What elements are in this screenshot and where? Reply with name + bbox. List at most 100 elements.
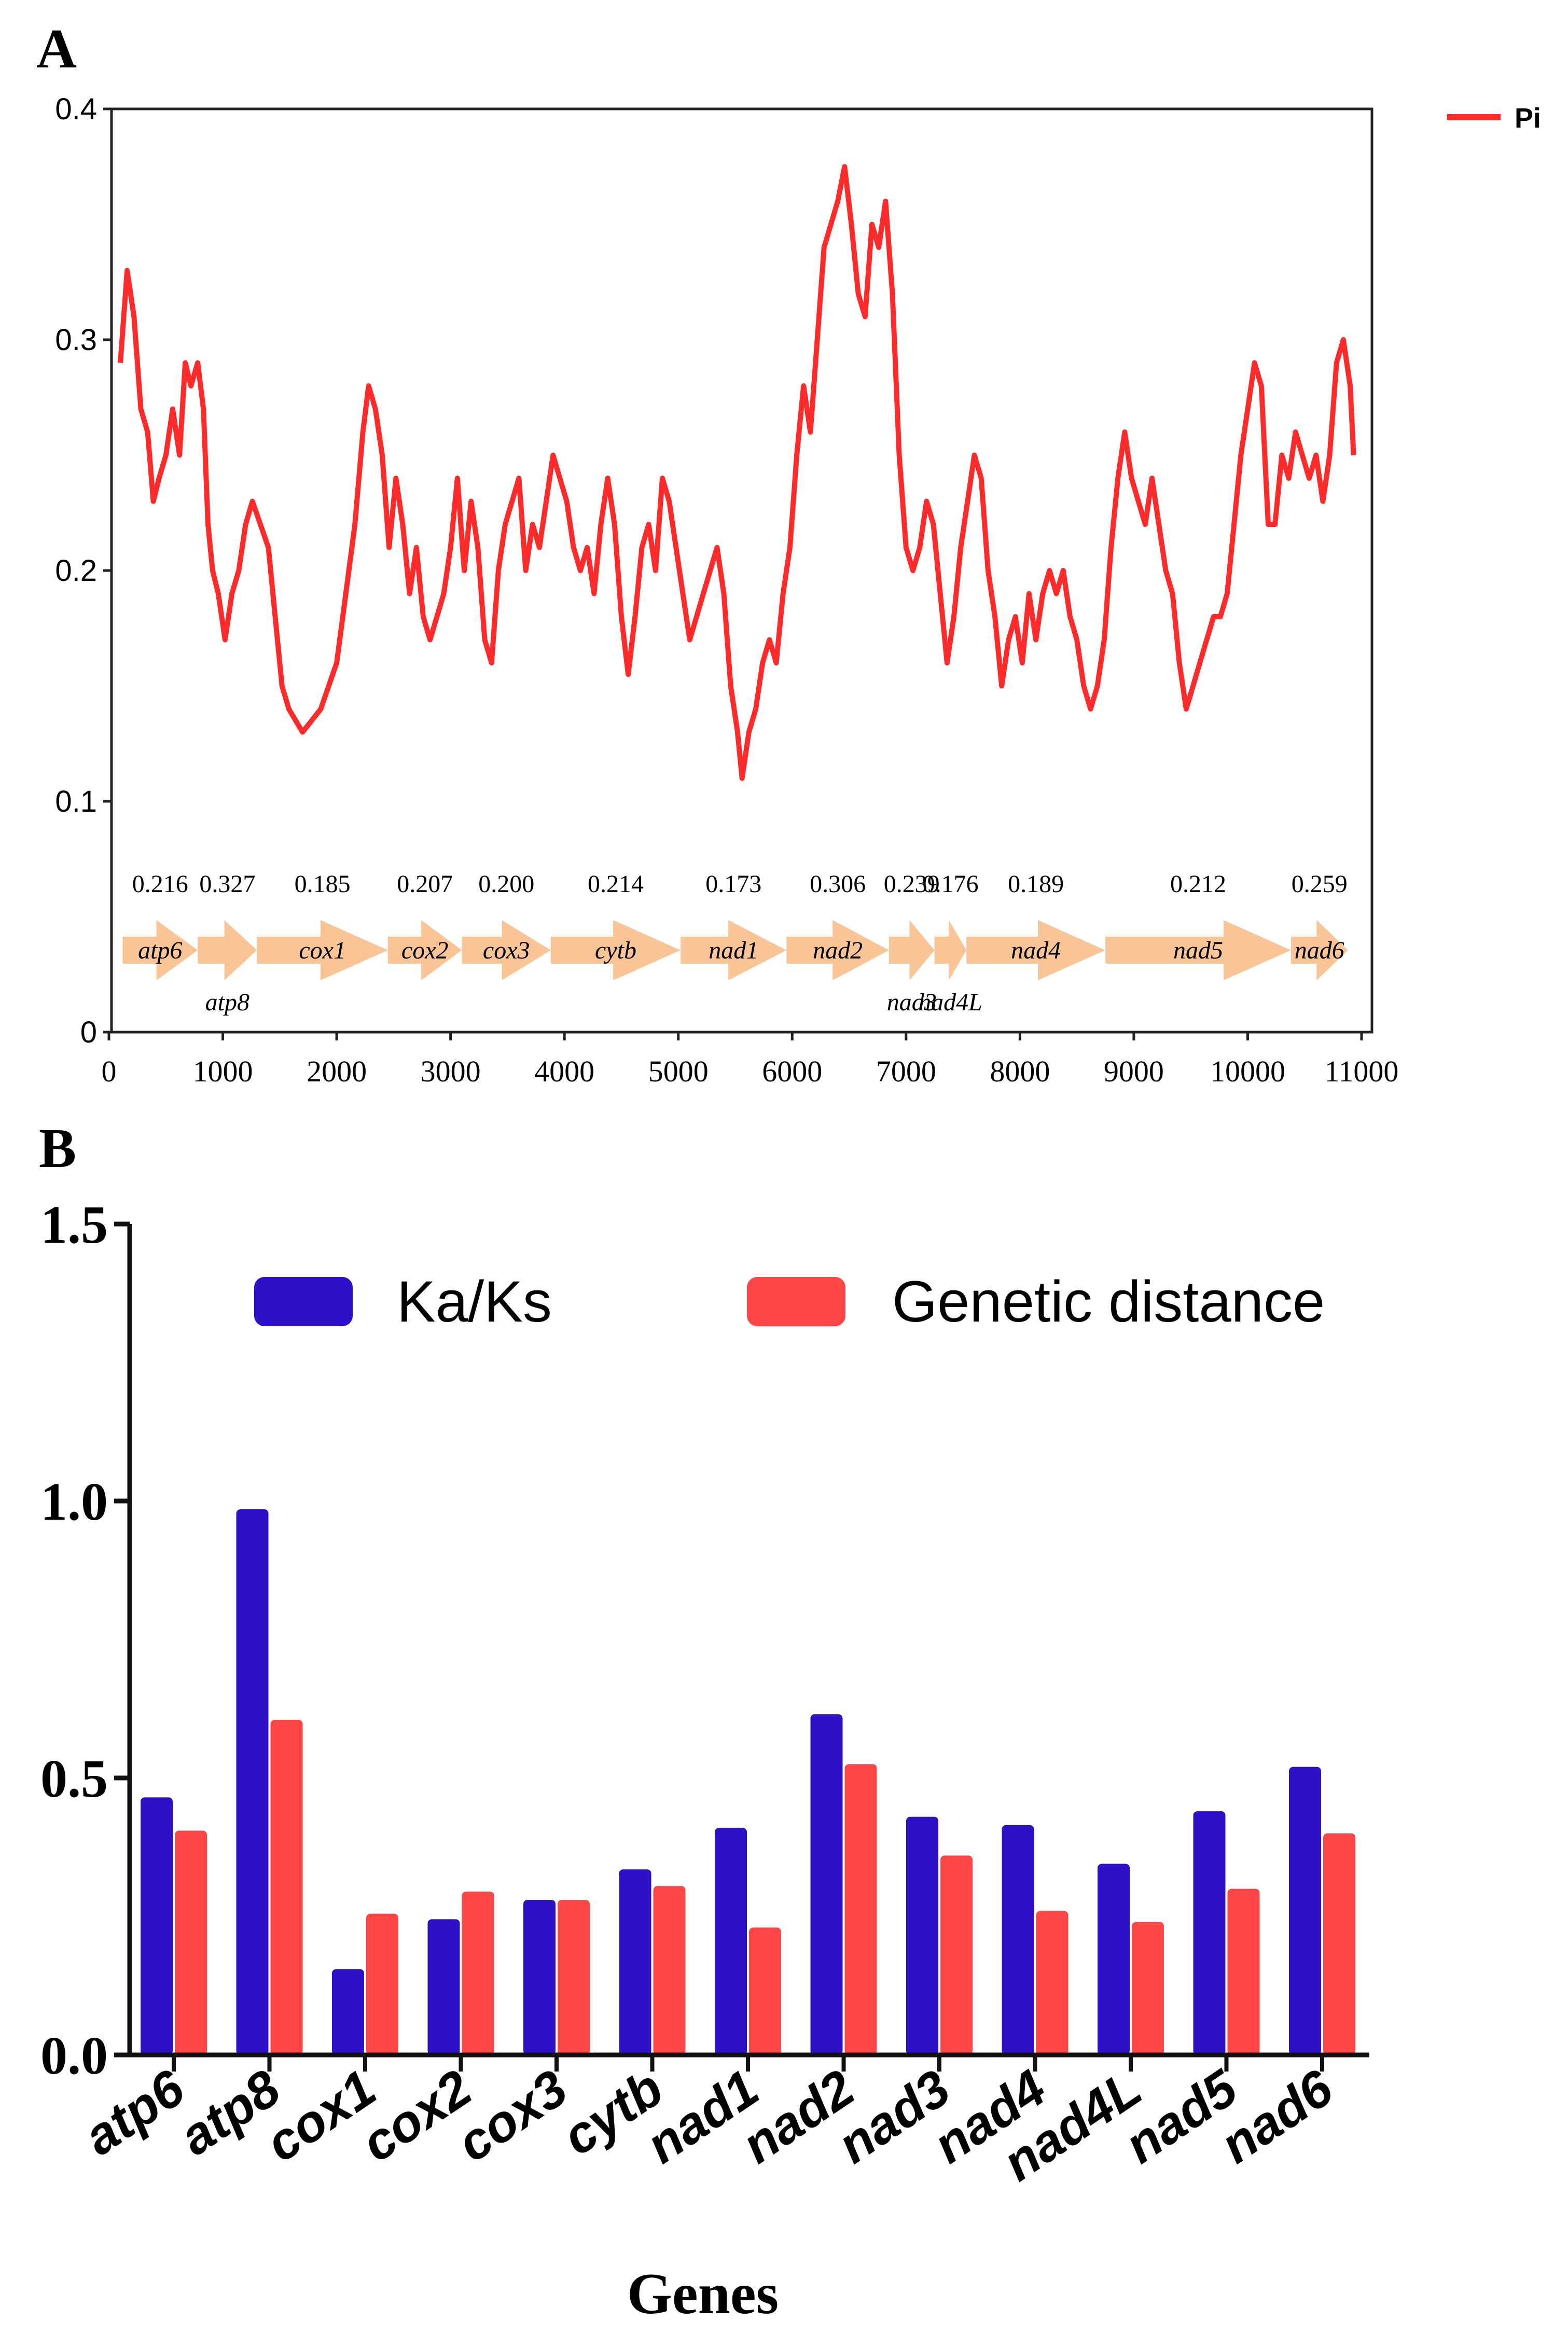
panel-b-bars: [141, 1509, 1355, 2055]
gene-arrow-cytb: [550, 920, 681, 980]
gene-label-nad2: nad2: [813, 937, 863, 964]
pi-value-nad5: 0.212: [1170, 870, 1226, 898]
genetic-distance-legend-swatch: [747, 1277, 845, 1326]
ka-ks-legend-swatch: [254, 1277, 353, 1326]
gene-arrow-nad6: [1291, 920, 1348, 980]
panel-a-gene-map: 0.216 atp6 0.327 atp8 0.185 cox1 0.207 cox2 0.20…: [122, 870, 1348, 1016]
panel-a-plot-frame: [110, 107, 1373, 1034]
gene-arrow-nad4l: [934, 920, 967, 980]
genetic-distance-bar-nad4l: [1132, 1922, 1164, 2055]
panel-a-xtick-label: 8000: [990, 1054, 1050, 1088]
category-label-nad6: nad6: [1210, 2059, 1343, 2175]
gene-arrow-nad2: [786, 920, 889, 980]
pi-value-atp6: 0.216: [132, 870, 188, 898]
panel-label-b: B: [39, 1118, 76, 1179]
panel-a-ytick-label: 0.3: [55, 323, 97, 357]
panel-b-x-axis: atp6atp8cox1cox2cox3cytbnad1nad2nad3nad4…: [74, 2055, 1343, 2192]
pi-value-nad6: 0.259: [1292, 870, 1348, 898]
panel-a-xtick-label: 2000: [307, 1054, 367, 1088]
genetic-distance-bar-cytb: [653, 1886, 686, 2055]
gene-arrow-nad3: [889, 920, 935, 980]
panel-a-xtick-label: 1000: [193, 1054, 253, 1088]
panel-a-legend: Pi: [1447, 103, 1541, 134]
panel-b-ytick-label: 0.5: [40, 1749, 108, 1809]
gene-label-atp8: atp8: [205, 989, 249, 1016]
genetic-distance-bar-nad3: [940, 1855, 973, 2055]
pi-legend-label: Pi: [1515, 103, 1541, 134]
gene-arrow-atp6: [122, 920, 198, 980]
gene-arrow-cox1: [257, 920, 388, 980]
panel-a-ytick-label: 0: [80, 1016, 97, 1049]
pi-value-nad2: 0.306: [810, 870, 866, 898]
ka-ks-bar-atp8: [236, 1509, 269, 2055]
gene-arrow-cox2: [387, 920, 462, 980]
gene-arrow-cox3: [462, 920, 551, 980]
panel-a-xtick-label: 5000: [648, 1054, 709, 1088]
panel-a-y-axis: 0 0.1 0.2 0.3 0.4: [55, 92, 112, 1049]
panel-b-x-axis-title: Genes: [627, 2262, 779, 2326]
gene-label-cox3: cox3: [483, 937, 530, 964]
ka-ks-bar-cox1: [332, 1969, 364, 2055]
genetic-distance-bar-atp8: [270, 1719, 303, 2055]
pi-value-cytb: 0.214: [588, 870, 644, 898]
gene-label-cytb: cytb: [595, 937, 636, 964]
panel-a-xtick-label: 3000: [421, 1054, 481, 1088]
pi-series-line: [118, 164, 1356, 781]
ka-ks-bar-cytb: [619, 1869, 651, 2055]
pi-value-nad4l: 0.176: [922, 870, 978, 898]
panel-a-xtick-label: 0: [102, 1054, 117, 1088]
panel-a-xtick-label: 10000: [1210, 1054, 1285, 1088]
panel-a-xtick-label: 9000: [1104, 1054, 1164, 1088]
ka-ks-bar-nad2: [810, 1714, 843, 2055]
panel-a-ytick-label: 0.4: [55, 92, 97, 126]
genetic-distance-bar-nad5: [1227, 1888, 1260, 2055]
gene-arrow-nad5: [1105, 920, 1291, 980]
ka-ks-bar-nad1: [715, 1828, 747, 2055]
panel-b-bar-chart: 0.0 0.5 1.0 1.5 atp6atp8cox1cox2cox3cytbnad…: [40, 1195, 1369, 2326]
gene-arrow-nad1: [681, 920, 787, 980]
gene-label-cox2: cox2: [401, 937, 449, 964]
gene-label-nad3: nad3: [887, 989, 937, 1016]
gene-label-nad1: nad1: [709, 937, 758, 964]
ka-ks-legend-label: Ka/Ks: [397, 1269, 552, 1334]
ka-ks-bar-atp6: [141, 1797, 173, 2055]
genetic-distance-bar-nad4: [1036, 1911, 1069, 2055]
pi-value-nad1: 0.173: [705, 870, 761, 898]
gene-label-cox1: cox1: [299, 937, 346, 964]
gene-arrow-atp8: [198, 920, 257, 980]
ka-ks-bar-nad6: [1289, 1767, 1321, 2055]
gene-label-atp6: atp6: [138, 937, 182, 964]
ka-ks-bar-cox3: [523, 1899, 556, 2055]
gene-label-nad4l: nad4L: [919, 989, 982, 1016]
panel-a-xtick-label: 4000: [534, 1054, 594, 1088]
panel-a-x-axis: 0 1000 2000 3000 4000 5000 6000 7000 8000 9000 100…: [102, 1032, 1399, 1088]
pi-value-nad3: 0.239: [884, 870, 940, 898]
panel-a-pi-chart: 0 0.1 0.2 0.3 0.4 0 1000 2000 3000 4000 5000 6000 7…: [55, 92, 1541, 1088]
panel-a-xtick-label: 6000: [762, 1054, 822, 1088]
genetic-distance-bar-nad1: [749, 1927, 781, 2055]
panel-a-ytick-label: 0.1: [55, 785, 97, 818]
genetic-distance-bar-cox1: [366, 1913, 398, 2055]
pi-value-cox3: 0.200: [478, 870, 534, 898]
genetic-distance-bar-cox2: [462, 1891, 494, 2055]
ka-ks-bar-nad4: [1002, 1825, 1034, 2055]
panel-a-ytick-label: 0.2: [55, 554, 97, 588]
gene-label-nad5: nad5: [1173, 937, 1223, 964]
panel-b-ytick-label: 1.0: [40, 1472, 108, 1532]
genetic-distance-bar-nad6: [1323, 1833, 1355, 2055]
panel-b-y-axis: 0.0 0.5 1.0 1.5: [40, 1195, 130, 2086]
panel-a-xtick-label: 11000: [1325, 1054, 1399, 1088]
panel-a-xtick-label: 7000: [876, 1054, 936, 1088]
panel-b-ytick-label: 1.5: [40, 1195, 108, 1255]
panel-b-ytick-label: 0.0: [40, 2026, 108, 2086]
ka-ks-bar-cox2: [427, 1919, 460, 2055]
genetic-distance-bar-atp6: [175, 1830, 207, 2055]
gene-label-nad6: nad6: [1295, 937, 1344, 964]
pi-value-cox1: 0.185: [295, 870, 351, 898]
panel-label-a: A: [36, 18, 77, 80]
genetic-distance-bar-nad2: [844, 1764, 877, 2055]
pi-value-atp8: 0.327: [199, 870, 255, 898]
ka-ks-bar-nad5: [1193, 1811, 1226, 2055]
ka-ks-bar-nad3: [906, 1816, 938, 2055]
